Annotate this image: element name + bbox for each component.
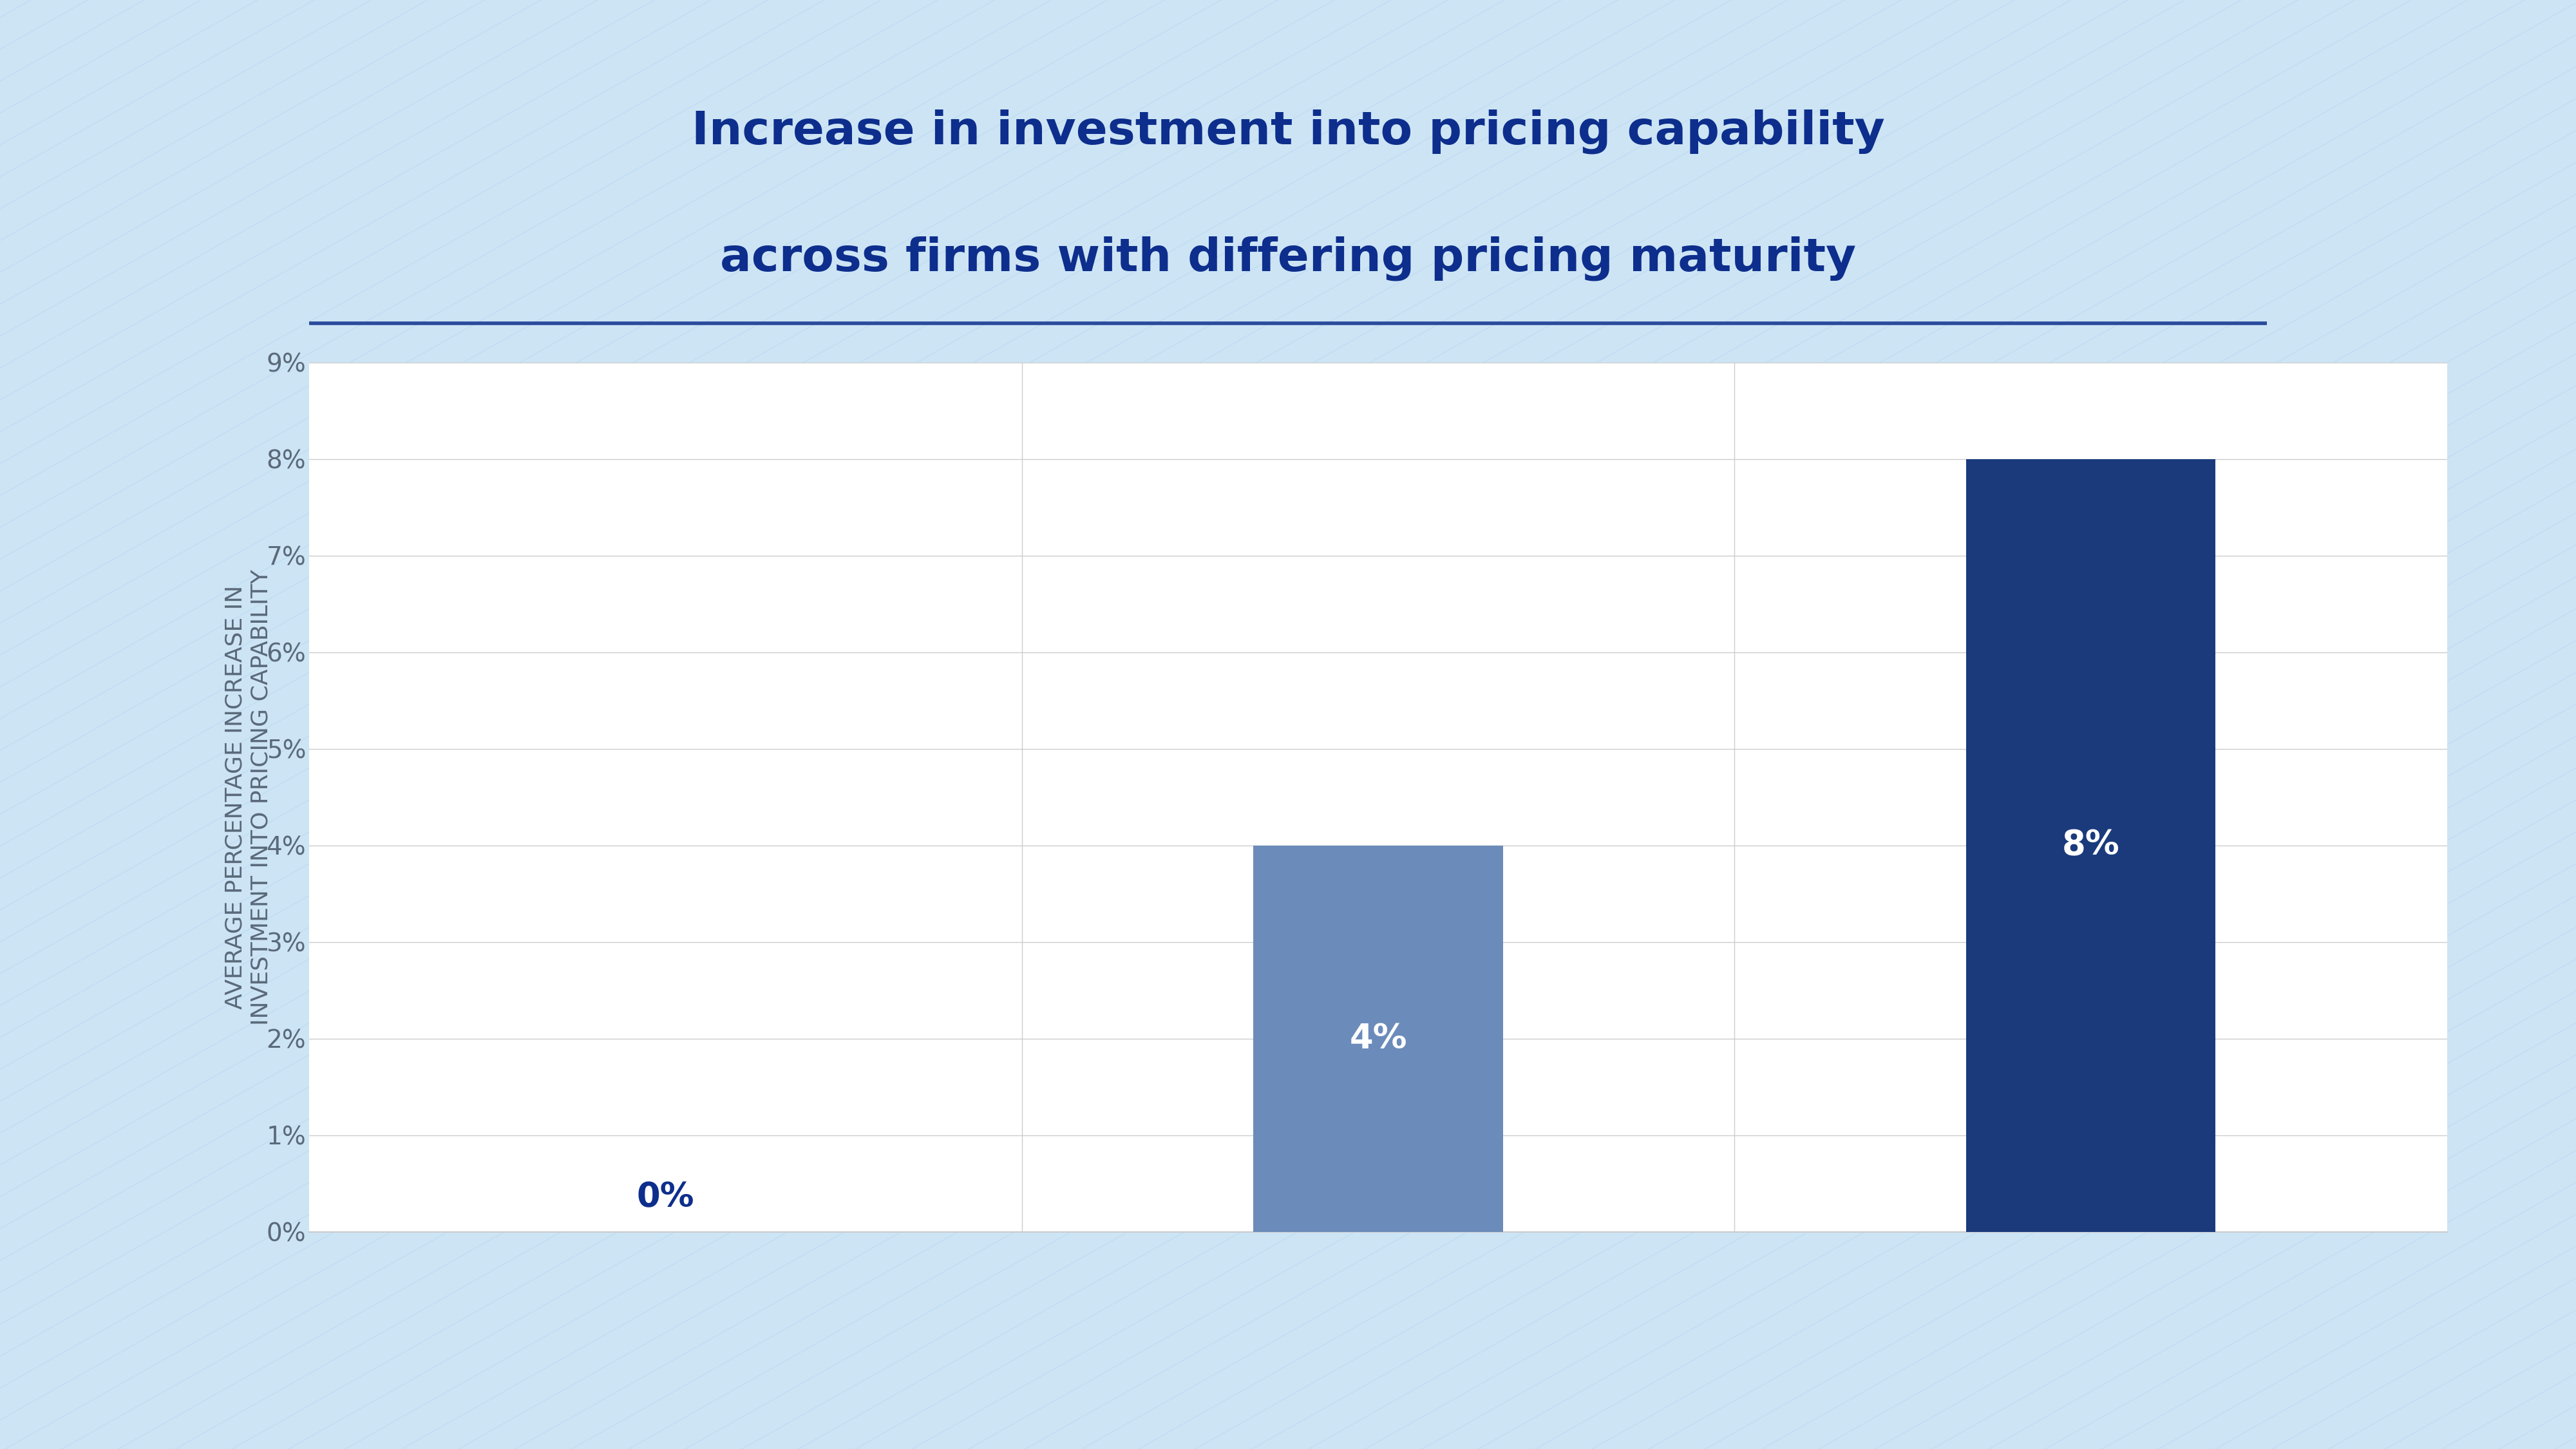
Y-axis label: AVERAGE PERCENTAGE INCREASE IN
INVESTMENT INTO PRICING CAPABILITY: AVERAGE PERCENTAGE INCREASE IN INVESTMEN… [224,569,273,1024]
Bar [1965,459,2215,1232]
Text: 4%: 4% [1350,1022,1406,1055]
Text: Increase in investment into pricing capability: Increase in investment into pricing capa… [690,109,1886,154]
Text: 8%: 8% [2061,829,2120,862]
Text: 0%: 0% [636,1181,696,1214]
Text: across firms with differing pricing maturity: across firms with differing pricing matu… [719,236,1857,281]
Bar [1255,845,1502,1232]
